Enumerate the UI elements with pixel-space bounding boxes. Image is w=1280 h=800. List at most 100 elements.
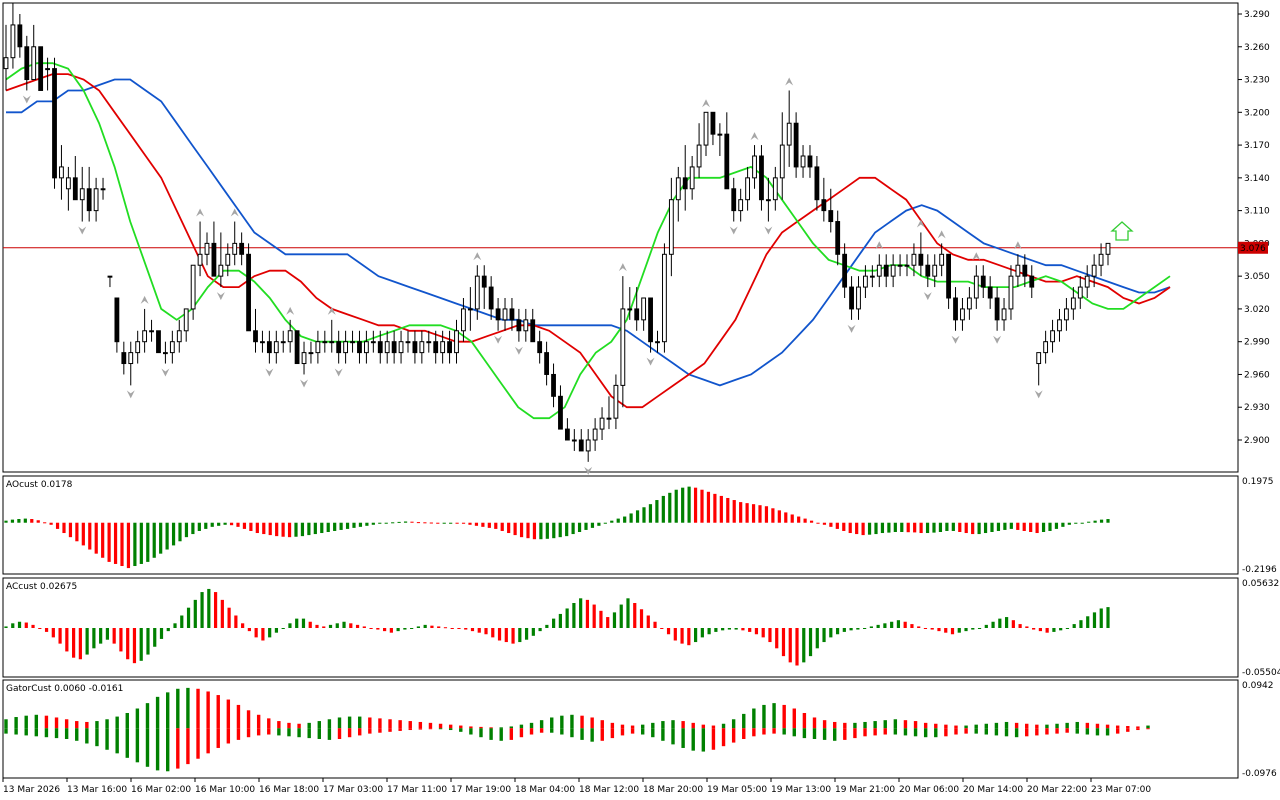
candle-body bbox=[301, 352, 307, 365]
gator-lower-bar bbox=[206, 728, 210, 754]
gator-upper-bar bbox=[297, 723, 301, 729]
ac-histogram-bar bbox=[464, 628, 468, 630]
ac-histogram-bar bbox=[998, 618, 1002, 628]
ac-histogram-bar bbox=[4, 626, 8, 628]
candle-body bbox=[454, 330, 459, 354]
gator-lower-bar bbox=[246, 728, 251, 738]
gator-upper-bar bbox=[944, 724, 948, 729]
candle-body bbox=[1029, 275, 1035, 288]
gator-upper-bar bbox=[762, 704, 766, 729]
gator-lower-bar bbox=[165, 728, 170, 772]
ao-histogram-bar bbox=[365, 522, 369, 526]
ao-histogram-bar bbox=[616, 518, 620, 523]
ac-histogram-bar bbox=[849, 628, 853, 631]
gator-lower-bar bbox=[1075, 728, 1079, 734]
gator-lower-bar bbox=[954, 728, 958, 735]
candle-body bbox=[114, 297, 120, 343]
candle-body bbox=[668, 199, 674, 255]
gator-lower-bar bbox=[923, 728, 928, 738]
ao-histogram-bar bbox=[178, 522, 182, 542]
gator-lower-bar bbox=[287, 728, 291, 737]
candle-body bbox=[745, 177, 751, 201]
ac-histogram-bar bbox=[92, 628, 96, 649]
candle-body bbox=[163, 352, 168, 355]
gator-upper-bar bbox=[337, 717, 342, 729]
ao-histogram-bar bbox=[55, 522, 60, 529]
gator-upper-bar bbox=[863, 721, 867, 729]
gator-lower-bar bbox=[772, 728, 776, 734]
ac-histogram-bar bbox=[599, 610, 603, 628]
ao-histogram-bar bbox=[275, 522, 279, 537]
ao-histogram-bar bbox=[816, 522, 820, 524]
gator-lower-bar bbox=[479, 728, 483, 738]
gator-lower-bar bbox=[671, 728, 675, 745]
gator-lower-bar bbox=[721, 728, 726, 747]
ac-histogram-bar bbox=[1038, 628, 1042, 632]
candle-body bbox=[273, 341, 279, 354]
ac-histogram-bar bbox=[802, 628, 806, 663]
gator-upper-bar bbox=[509, 726, 514, 729]
candle-body bbox=[142, 330, 148, 343]
gator-lower-bar bbox=[964, 728, 968, 734]
fractal-up-icon bbox=[702, 99, 711, 108]
candle-body bbox=[31, 46, 37, 81]
candle-body bbox=[405, 341, 411, 344]
candle-body bbox=[592, 428, 598, 441]
gator-lower-bar bbox=[64, 728, 69, 739]
gator-upper-bar bbox=[954, 725, 958, 729]
gator-upper-bar bbox=[24, 715, 28, 729]
gator-upper-bar bbox=[873, 721, 877, 729]
fractal-up-icon bbox=[875, 241, 884, 250]
candle-body bbox=[904, 264, 910, 267]
gator-lower-bar bbox=[1126, 728, 1130, 732]
gator-lower-bar bbox=[812, 728, 817, 739]
candle-body bbox=[828, 210, 834, 223]
ao-histogram-bar bbox=[333, 522, 337, 531]
ac-histogram-bar bbox=[693, 628, 698, 643]
ac-histogram-bar bbox=[592, 604, 596, 628]
ac-histogram-bar bbox=[403, 628, 407, 630]
candle-body bbox=[370, 341, 376, 344]
gator-lower-bar bbox=[95, 728, 99, 747]
gator-lower-bar bbox=[651, 728, 655, 738]
ao-histogram-bar bbox=[223, 522, 227, 525]
ac-histogram-bar bbox=[646, 615, 650, 628]
gator-lower-bar bbox=[368, 728, 372, 734]
candle-body bbox=[183, 308, 189, 332]
ao-histogram-bar bbox=[49, 522, 53, 525]
gator-upper-bar bbox=[196, 688, 200, 729]
ao-histogram-bar bbox=[36, 520, 40, 523]
ao-histogram-bar bbox=[429, 522, 433, 524]
gator-upper-bar bbox=[186, 687, 190, 729]
indicator-max-label: 0.05632 bbox=[1242, 579, 1279, 589]
ao-histogram-bar bbox=[751, 504, 756, 523]
candle-body bbox=[779, 144, 785, 179]
ac-histogram-bar bbox=[328, 624, 333, 628]
ao-histogram-bar bbox=[739, 502, 743, 523]
ao-histogram-bar bbox=[204, 522, 208, 529]
gator-lower-bar bbox=[267, 728, 271, 735]
candle-body bbox=[925, 264, 931, 277]
candle-body bbox=[232, 242, 238, 255]
gator-upper-bar bbox=[469, 726, 473, 729]
ao-histogram-bar bbox=[648, 504, 653, 523]
ac-histogram-bar bbox=[200, 592, 204, 628]
ac-histogram-bar bbox=[633, 603, 637, 628]
ac-histogram-bar bbox=[38, 628, 42, 629]
ao-histogram-bar bbox=[1048, 522, 1052, 531]
gator-upper-bar bbox=[54, 717, 59, 729]
ac-histogram-bar bbox=[795, 628, 799, 666]
ac-histogram-bar bbox=[869, 626, 873, 628]
ao-histogram-bar bbox=[545, 522, 549, 539]
ac-histogram-bar bbox=[383, 628, 387, 632]
candle-body bbox=[433, 341, 439, 354]
candle-body bbox=[357, 341, 362, 354]
ac-histogram-bar bbox=[1032, 628, 1036, 630]
ao-histogram-bar bbox=[410, 521, 414, 523]
ac-histogram-bar bbox=[815, 628, 819, 649]
ac-histogram-bar bbox=[1079, 620, 1083, 628]
gator-upper-bar bbox=[489, 727, 493, 729]
gator-lower-bar bbox=[539, 728, 544, 733]
candle-body bbox=[752, 155, 757, 179]
